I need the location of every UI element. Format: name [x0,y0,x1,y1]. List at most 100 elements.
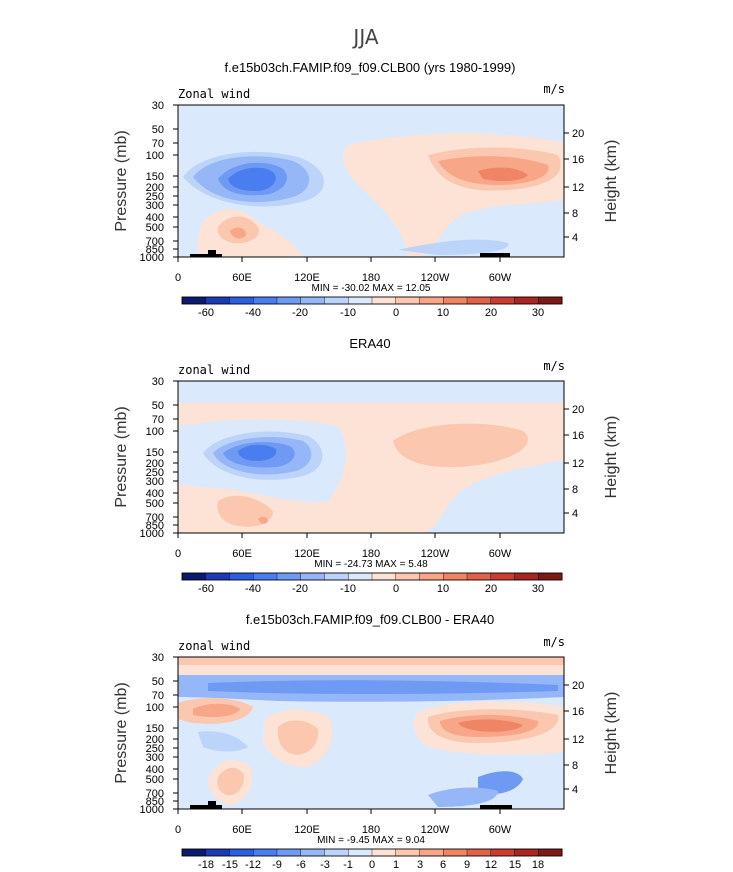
colorbar-swatch [419,572,444,581]
x-ticks: 0 60E 120E 180 120W 60W [175,548,512,560]
y-axis-label: Pressure (mb) [113,406,130,507]
right-axis-label: Height (km) [603,416,620,499]
colorbar-swatch [324,296,349,305]
colorbar-labels: -60 -40 -20 -10 0 10 20 30 [198,583,544,595]
contour-blue [423,461,564,533]
colorbar-label: 18 [532,859,544,871]
colorbar-label: -60 [198,307,214,319]
y-tick-label: 700 [146,512,164,524]
height-tick-label: 16 [572,154,584,166]
colorbar-swatch [253,848,278,857]
colorbar-label: 20 [485,583,497,595]
colorbar-swatch [490,848,515,857]
panel-3: f.e15b03ch.FAMIP.f09_f09.CLB00 - ERA40 z… [113,612,620,871]
colorbar-label: -18 [198,859,214,871]
figure-title: JJA [351,25,378,49]
colorbar-label: -10 [340,583,356,595]
height-tick-label: 16 [572,430,584,442]
y-tick-label: 70 [152,414,164,426]
height-tick-label: 8 [572,760,578,772]
height-tick-label: 4 [572,508,578,520]
y-axis-label: Pressure (mb) [113,130,130,231]
colorbar-swatch [253,572,278,581]
x-tick-label: 0 [175,548,181,560]
y-tick-label: 50 [152,400,164,412]
x-tick-label: 60E [232,548,252,560]
x-tick-label: 180 [362,272,380,284]
y-ticks: 30 50 70 100 150 200 250 300 400 500 700… [140,652,164,816]
y-tick-label: 400 [146,764,164,776]
colorbar-label: -3 [320,859,330,871]
colorbar-label: 15 [509,859,521,871]
colorbar-label: -6 [296,859,306,871]
x-tick-marks [177,809,501,814]
corner-label-right: m/s [543,359,565,373]
y-tick-label: 1000 [140,804,164,816]
panel-2: ERA40 zonal wind m/s 30 50 70 [113,336,620,595]
colorbar-label: -12 [245,859,261,871]
colorbar-swatch [466,572,492,581]
panel-1: f.e15b03ch.FAMIP.f09_f09.CLB00 (yrs 1980… [113,60,620,319]
colorbar-swatch [395,296,420,305]
y-tick-label: 400 [146,488,164,500]
colorbar-label: 30 [532,583,544,595]
contour-red [393,423,528,468]
x-ticks: 0 60E 120E 180 120W 60W [175,824,512,836]
corner-label-left: zonal wind [178,639,250,653]
contour-blue [238,444,277,461]
y-tick-label: 1000 [140,252,164,264]
colorbar-swatch [300,848,325,857]
colorbar-labels: -18 -15 -12 -9 -6 -3 -1 0 1 3 6 9 12 15 … [198,859,544,871]
colorbar-swatch [348,572,373,581]
y-tick-label: 250 [146,191,164,203]
contour-red [277,720,319,755]
colorbar-label: 10 [437,307,449,319]
colorbar-swatch [466,296,492,305]
x-ticks: 0 60E 120E 180 120W 60W [175,272,512,284]
height-tick-label: 16 [572,706,584,718]
minmax-label: MIN = -30.02 MAX = 12.05 [312,283,431,294]
y-tick-label: 50 [152,124,164,136]
colorbar-swatch [443,848,468,857]
y-tick-label: 700 [146,788,164,800]
panel-title: ERA40 [349,336,390,351]
colorbar-swatch [229,572,254,581]
colorbar-swatch [514,572,539,581]
colorbar-label: 0 [393,583,399,595]
corner-label-left: zonal wind [178,363,250,377]
right-axis-label: Height (km) [603,692,620,775]
colorbar-swatch [276,572,302,581]
contour-red [478,167,528,182]
contour-blue [428,787,498,807]
contour-red [193,703,240,717]
height-tick-label: 4 [572,232,578,244]
contour-blue [178,381,564,403]
minmax-label: MIN = -9.45 MAX = 9.04 [317,835,425,846]
colorbar-swatch [395,848,420,857]
colorbar-swatch [490,296,515,305]
panel-title: f.e15b03ch.FAMIP.f09_f09.CLB00 - ERA40 [246,612,494,627]
colorbar-swatch [443,572,468,581]
contour-red [258,516,268,524]
colorbar-swatch [324,572,349,581]
y-tick-label: 300 [146,476,164,488]
colorbar-label: -60 [198,583,214,595]
y-tick-marks [173,656,178,810]
y-tick-label: 1000 [140,528,164,540]
colorbar-swatch [538,296,563,305]
colorbar-swatch [229,848,254,857]
height-tick-marks [564,132,569,238]
height-tick-label: 20 [572,680,584,692]
colorbar-swatch [371,572,397,581]
colorbar-label: -40 [245,583,261,595]
colorbar-swatch [181,848,207,857]
colorbar: -60 -40 -20 -10 0 10 20 30 [181,296,563,319]
y-tick-label: 200 [146,458,164,470]
x-tick-marks [177,533,501,538]
colorbar: -60 -40 -20 -10 0 10 20 30 [181,572,563,595]
colorbar-swatch [419,296,444,305]
x-tick-label: 60E [232,824,252,836]
y-tick-label: 70 [152,138,164,150]
colorbar-label: 0 [369,859,375,871]
